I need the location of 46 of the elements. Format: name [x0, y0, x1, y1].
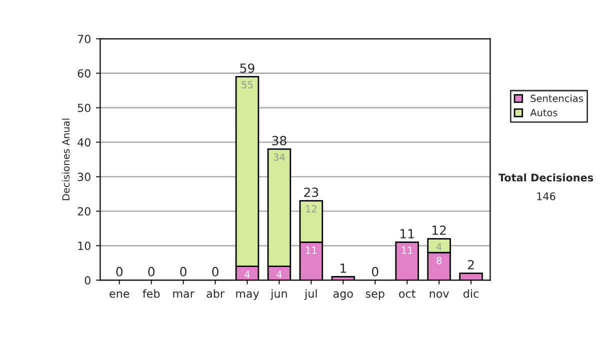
- y-axis-title: Decisiones Anual: [62, 118, 70, 200]
- y-tick-label: 30: [78, 172, 90, 182]
- data-label: 4: [436, 243, 442, 250]
- total-label: 12: [432, 226, 446, 235]
- total-label: 11: [400, 229, 414, 238]
- total-label: 0: [116, 266, 123, 276]
- data-label: 4: [244, 270, 250, 278]
- x-tick-label: mar: [173, 291, 194, 298]
- data-label: 55: [242, 81, 253, 88]
- y-tick-label: 50: [78, 104, 90, 112]
- total-label: 59: [240, 63, 254, 73]
- data-label: 34: [274, 153, 285, 161]
- x-tick-label: dic: [464, 289, 478, 298]
- x-tick-label: ago: [333, 291, 353, 300]
- data-label: 8: [436, 256, 442, 264]
- y-tick-label: 0: [84, 276, 90, 285]
- total-label: 2: [468, 260, 474, 270]
- y-tick-label: 40: [78, 138, 90, 147]
- text: Total Decisiones: [498, 173, 594, 182]
- data-label: 11: [402, 246, 412, 254]
- y-tick-label: 60: [78, 69, 90, 78]
- total-label: 0: [372, 266, 378, 276]
- text: 146: [537, 192, 556, 200]
- legend-label: Sentencias: [530, 94, 583, 102]
- data-label: 4: [276, 270, 282, 278]
- x-tick-label: sep: [366, 291, 384, 300]
- data-label: 12: [306, 205, 316, 212]
- total-label: 1: [340, 264, 346, 273]
- x-tick-label: ene: [110, 291, 130, 298]
- total-label: 0: [148, 266, 154, 276]
- x-tick-label: abr: [206, 289, 224, 298]
- x-tick-label: nov: [430, 291, 449, 298]
- total-label: 23: [304, 188, 318, 198]
- x-tick-label: feb: [142, 289, 160, 298]
- total-label: 0: [180, 266, 186, 276]
- total-label: 38: [272, 136, 286, 146]
- x-tick-label: jun: [270, 289, 287, 300]
- y-tick-label: 20: [78, 207, 90, 216]
- total-label: 0: [212, 266, 218, 276]
- x-tick-label: oct: [399, 290, 416, 298]
- x-tick-label: jul: [304, 289, 317, 300]
- y-tick-label: 70: [78, 34, 90, 44]
- data-label: 11: [306, 246, 316, 254]
- y-tick-label: 10: [78, 242, 90, 250]
- x-tick-label: may: [236, 291, 260, 300]
- legend-label: Autos: [530, 109, 558, 116]
